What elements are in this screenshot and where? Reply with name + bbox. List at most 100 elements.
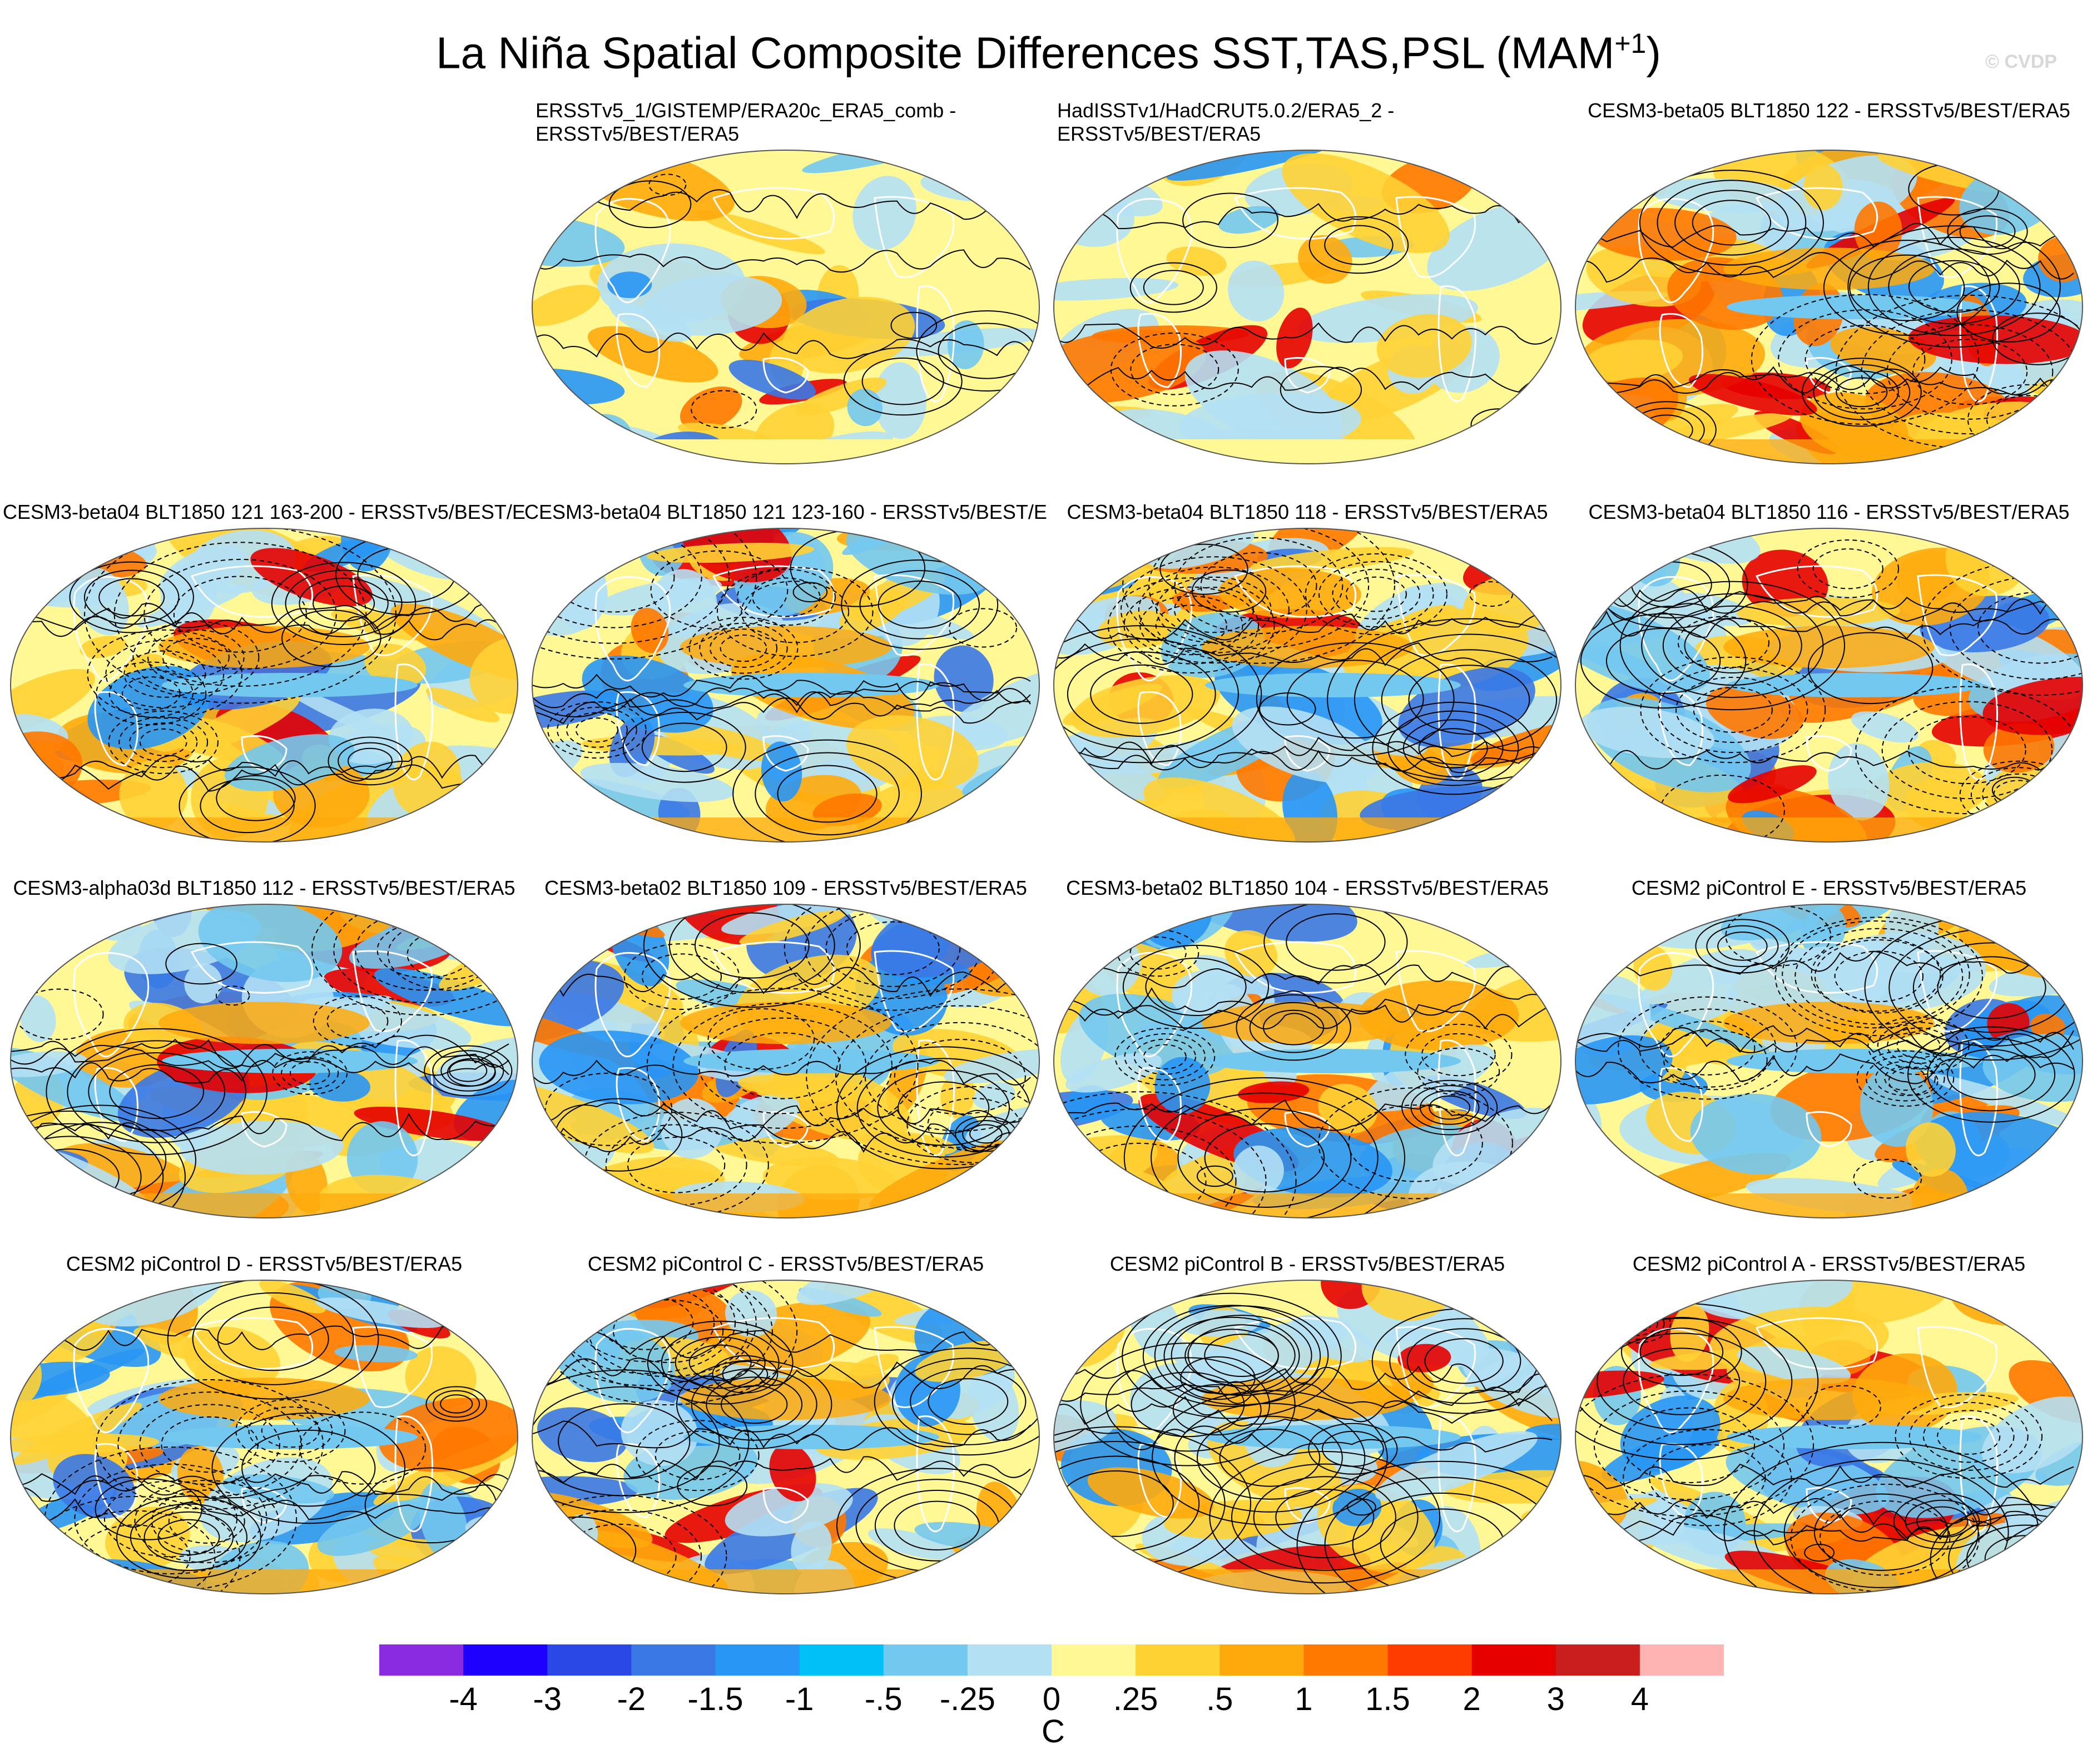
psl-contour — [1131, 1371, 1245, 1438]
psl-contour — [716, 567, 874, 657]
warm-anomaly — [695, 210, 825, 255]
psl-contour — [1695, 919, 1790, 974]
psl-contour — [688, 1344, 752, 1381]
psl-contour — [1424, 1338, 1504, 1384]
warm-anomaly — [1166, 246, 1227, 276]
coastline — [1806, 357, 1852, 394]
coastline — [1116, 576, 1193, 682]
psl-contour — [677, 1465, 748, 1507]
colorbar — [379, 1644, 1724, 1676]
psl-contour — [843, 347, 963, 416]
southern-band — [532, 817, 1039, 842]
coastline — [394, 1415, 433, 1533]
psl-contour — [1575, 1510, 2074, 1539]
psl-contour — [118, 716, 209, 769]
psl-contour — [1774, 916, 1983, 1037]
psl-contour — [11, 755, 509, 779]
panel-title: CESM3-beta05 BLT1850 122 - ERSSTv5/BEST/… — [1588, 99, 2070, 122]
psl-contour — [1054, 1004, 1553, 1030]
psl-contour — [532, 1059, 1031, 1086]
psl-contour — [1794, 928, 1964, 1025]
psl-contour — [1410, 1085, 1489, 1131]
psl-contour — [532, 697, 1031, 725]
cool-anomaly — [532, 1476, 638, 1508]
psl-contour — [1623, 1407, 1756, 1483]
psl-contour — [894, 1500, 980, 1550]
warm-anomaly — [1054, 904, 1088, 949]
coastline — [616, 1443, 660, 1518]
psl-contour — [1105, 1357, 1270, 1452]
psl-contour — [432, 1050, 504, 1092]
psl-contour — [1597, 1332, 1767, 1430]
psl-contour — [1912, 339, 2028, 405]
colorbar-tick-label: 1.5 — [1365, 1681, 1410, 1717]
psl-contour — [1332, 568, 1421, 620]
psl-contour — [1623, 1429, 1792, 1527]
psl-contour — [200, 778, 295, 834]
psl-contour — [117, 1391, 303, 1498]
psl-contour — [676, 1360, 832, 1449]
cool-anomaly — [1494, 1166, 1561, 1218]
colorbar-tick-label: -1.5 — [687, 1681, 743, 1717]
cool-anomaly — [725, 1290, 777, 1337]
cool-anomaly — [1070, 929, 1125, 956]
southern-band — [11, 1569, 518, 1594]
warm-anomaly — [739, 910, 846, 945]
psl-contour — [724, 1032, 841, 1099]
title-close: ) — [1646, 28, 1662, 78]
colorbar-tick-label: -4 — [449, 1681, 478, 1717]
psl-contour — [248, 1406, 333, 1455]
psl-contour — [792, 582, 828, 603]
coastline — [1395, 196, 1476, 278]
cool-anomaly — [1721, 904, 1853, 941]
cool-anomaly — [1641, 814, 1686, 833]
psl-contour — [1417, 1047, 1500, 1096]
psl-contour — [532, 1357, 1031, 1389]
psl-contour — [1054, 1091, 1297, 1218]
psl-contour — [777, 765, 878, 823]
psl-contour — [241, 1429, 376, 1507]
psl-contour — [1836, 377, 1888, 408]
psl-contour — [1640, 656, 1826, 764]
psl-contour — [1469, 581, 1513, 607]
psl-contour — [1159, 543, 1248, 595]
psl-contour — [1575, 365, 2074, 395]
cool-anomaly — [621, 1400, 698, 1466]
warm-anomaly — [1728, 765, 1817, 804]
coastline — [874, 950, 955, 1032]
psl-contour — [425, 1386, 488, 1422]
psl-contour — [1580, 613, 1747, 709]
panel-title: CESM2 piControl E - ERSSTv5/BEST/ERA5 — [1631, 876, 2027, 899]
psl-contour — [168, 1499, 245, 1544]
map-outline — [1575, 1280, 2083, 1594]
coastline — [1755, 565, 1878, 618]
psl-contour — [1814, 939, 1944, 1014]
psl-contour — [1930, 1504, 2083, 1594]
psl-contour — [1236, 994, 1351, 1061]
warm-anomaly — [1070, 675, 1221, 738]
coastline — [352, 1326, 433, 1408]
psl-contour — [143, 1511, 234, 1563]
colorbar-tick-label: -2 — [617, 1681, 646, 1717]
cool-anomaly — [1620, 1395, 1721, 1472]
cool-anomaly — [934, 645, 994, 712]
cool-anomaly — [1575, 904, 1612, 980]
cool-anomaly — [557, 1326, 676, 1403]
psl-contour — [1575, 1317, 1793, 1445]
colorbar-tick-label: 0 — [1042, 1681, 1061, 1717]
psl-contour — [650, 550, 789, 630]
warm-anomaly — [1983, 723, 2055, 773]
psl-contour — [898, 1081, 990, 1134]
composite-map — [532, 150, 1040, 464]
cool-anomaly — [1928, 1074, 2083, 1132]
psl-contour — [1054, 1383, 1553, 1409]
coastline — [1284, 735, 1331, 772]
coastline — [352, 950, 433, 1032]
warm-anomaly — [1202, 1002, 1413, 1044]
cool-anomaly — [315, 1297, 444, 1328]
psl-contour — [969, 1124, 1003, 1144]
psl-contour — [636, 1420, 760, 1492]
map-outline — [1053, 904, 1561, 1218]
cool-anomaly — [867, 1528, 956, 1560]
psl-contour — [1280, 366, 1362, 414]
